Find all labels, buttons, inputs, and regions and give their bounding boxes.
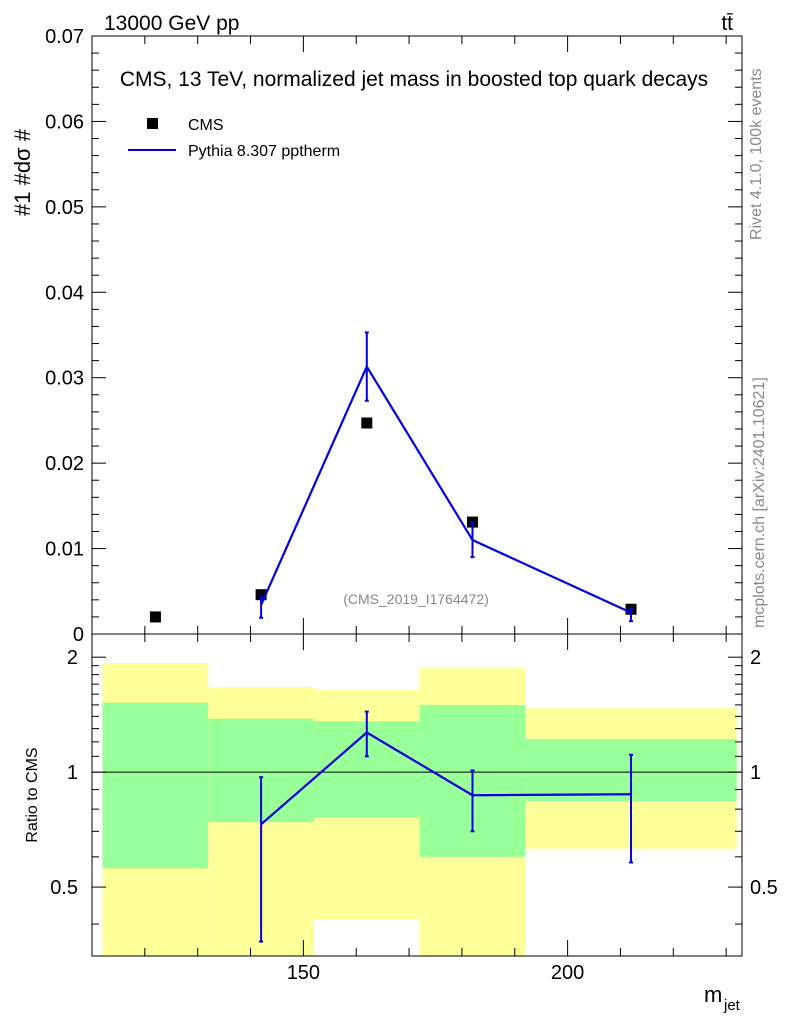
cms-data-point [361,417,373,429]
main-x-axis [91,36,727,634]
ratio-x-tick-label: 200 [551,962,584,984]
y-label-left: #1 #dσ # [10,128,35,216]
legend-cms-marker [147,118,158,129]
plot-title: CMS, 13 TeV, normalized jet mass in boos… [120,68,708,91]
main-plot-panel: 0 0.01 0.02 0.03 0.04 0.05 0.06 0.07 CMS, 13 Te… [10,26,743,646]
x-label-m: m [704,982,722,1007]
ratio-bands [102,663,737,956]
ratio-y-tick-label: 0.5 [50,877,78,899]
main-series [149,331,637,623]
main-y-tick-label: 0.06 [45,111,84,133]
ratio-y-tick-label-right: 2 [750,647,761,669]
legend-mc-label: Pythia 8.307 pptherm [188,143,340,160]
ratio-y-label: Ratio to CMS [24,747,41,842]
ratio-plot-frame [91,633,743,957]
x-label-sub: jet [723,997,741,1014]
ratio-y-tick-label-right: 1 [750,762,761,784]
cms-data-point [149,611,161,623]
process-label: tt̄ [721,12,733,35]
cms-data-point [255,589,267,601]
ratio-y-axis: 0.5 0.5 1 1 2 2 [50,647,778,925]
ratio-plot-panel: 0.5 0.5 1 1 2 2 150 200 Ratio to CMS [24,633,778,984]
ratio-y-tick-label-right: 0.5 [750,877,778,899]
main-y-tick-label: 0.02 [45,453,84,475]
main-y-axis-label: #1 #dσ # [10,128,35,216]
ratio-y-tick-label: 2 [67,647,78,669]
energy-label: 13000 GeV pp [104,12,239,35]
ratio-series [259,710,634,943]
x-axis-label: m jet [704,982,741,1014]
main-y-tick-label: 0.01 [45,539,84,561]
ratio-x-tick-label: 150 [287,962,320,984]
legend-cms-label: CMS [188,117,224,134]
mcplots-credit: mcplots.cern.ch [arXiv:2401.10621] [751,377,768,628]
legend: CMS Pythia 8.307 pptherm [128,117,340,160]
rivet-version: Rivet 4.1.0, 100k events [748,68,765,240]
main-y-tick-label: 0 [73,624,84,646]
ratio-band-green [102,702,209,869]
main-y-tick-label: 0.07 [45,26,84,48]
main-y-axis: 0 0.01 0.02 0.03 0.04 0.05 0.06 0.07 [45,26,742,646]
main-y-tick-label: 0.03 [45,368,84,390]
main-y-tick-label: 0.05 [45,197,84,219]
ratio-x-axis: 150 200 [91,634,727,984]
ratio-pythia-line [260,731,632,826]
main-y-tick-label: 0.04 [45,282,84,304]
ratio-y-tick-label: 1 [67,762,78,784]
pythia-line [260,364,632,614]
analysis-id: (CMS_2019_I1764472) [343,591,489,607]
